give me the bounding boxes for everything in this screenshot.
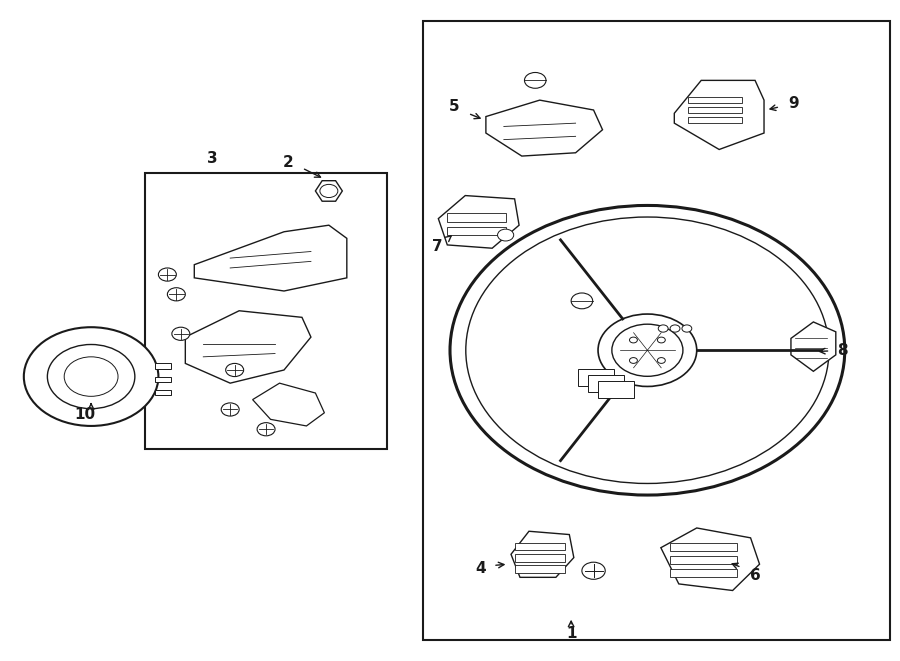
Text: 4: 4 — [475, 561, 486, 576]
Polygon shape — [438, 196, 519, 249]
Circle shape — [582, 563, 605, 579]
Bar — [155, 390, 171, 395]
Circle shape — [226, 364, 244, 377]
Bar — [423, 21, 889, 640]
Polygon shape — [511, 531, 574, 577]
Bar — [155, 364, 171, 369]
Circle shape — [450, 206, 845, 495]
Bar — [447, 214, 506, 222]
Circle shape — [498, 229, 514, 241]
Circle shape — [48, 344, 135, 408]
Circle shape — [221, 403, 239, 416]
Bar — [516, 555, 565, 562]
Circle shape — [320, 184, 338, 198]
Text: 2: 2 — [284, 155, 294, 170]
Circle shape — [657, 358, 665, 364]
Circle shape — [629, 337, 637, 343]
Circle shape — [657, 337, 665, 343]
Polygon shape — [674, 81, 764, 149]
Circle shape — [598, 314, 697, 387]
Bar — [688, 116, 742, 123]
Circle shape — [257, 422, 275, 436]
Circle shape — [658, 325, 668, 332]
Text: 6: 6 — [750, 568, 760, 583]
Text: 7: 7 — [432, 239, 443, 254]
Polygon shape — [486, 100, 602, 156]
Bar — [670, 557, 737, 564]
Circle shape — [572, 293, 593, 309]
Circle shape — [682, 325, 692, 332]
Circle shape — [629, 358, 637, 364]
Bar — [447, 227, 506, 235]
Bar — [579, 369, 614, 387]
Circle shape — [158, 268, 176, 281]
Polygon shape — [791, 322, 836, 371]
Bar — [598, 381, 634, 398]
Circle shape — [64, 357, 118, 397]
Text: 9: 9 — [788, 96, 799, 111]
Circle shape — [612, 324, 683, 376]
Bar — [155, 377, 171, 382]
Polygon shape — [661, 528, 760, 590]
Bar — [516, 565, 565, 572]
Circle shape — [167, 288, 185, 301]
Polygon shape — [185, 311, 310, 383]
Bar — [688, 97, 742, 103]
Polygon shape — [194, 225, 346, 291]
Polygon shape — [253, 383, 324, 426]
Circle shape — [670, 325, 680, 332]
Bar — [516, 543, 565, 551]
Bar — [670, 569, 737, 577]
Bar — [688, 106, 742, 113]
Text: 10: 10 — [75, 407, 95, 422]
Bar — [589, 375, 624, 392]
Bar — [670, 543, 737, 551]
Circle shape — [466, 217, 829, 483]
Circle shape — [172, 327, 190, 340]
Text: 1: 1 — [566, 626, 576, 641]
Circle shape — [23, 327, 158, 426]
Text: 5: 5 — [449, 99, 460, 114]
Circle shape — [525, 73, 546, 89]
Polygon shape — [315, 180, 342, 201]
Bar — [145, 173, 387, 449]
Text: 3: 3 — [207, 151, 218, 165]
Text: 8: 8 — [837, 343, 848, 358]
